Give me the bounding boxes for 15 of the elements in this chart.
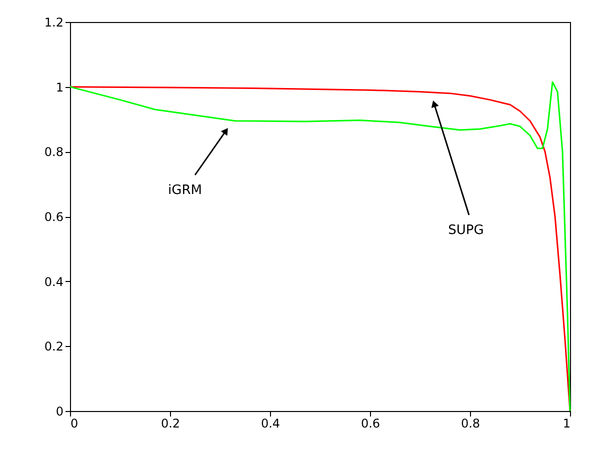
y-tick-label: 1.2 [44, 16, 64, 30]
x-tick-label: 0.8 [460, 416, 480, 430]
x-tick-label: 0.2 [160, 416, 180, 430]
x-tick-label: 0.6 [360, 416, 380, 430]
y-tick-label: 1 [56, 80, 64, 94]
x-tick-label: 0.4 [260, 416, 280, 430]
annotation: SUPG [448, 223, 484, 238]
y-tick-label: 0.2 [44, 340, 64, 354]
annotation: iGRM [168, 183, 202, 198]
x-tick-label: 0 [70, 416, 78, 430]
y-tick-label: 0.8 [44, 145, 64, 160]
y-tick-label: 0.6 [44, 210, 64, 224]
y-tick-label: 0.4 [44, 274, 64, 289]
y-tick-label: 0 [56, 404, 64, 418]
x-tick-label: 1 [562, 416, 570, 430]
